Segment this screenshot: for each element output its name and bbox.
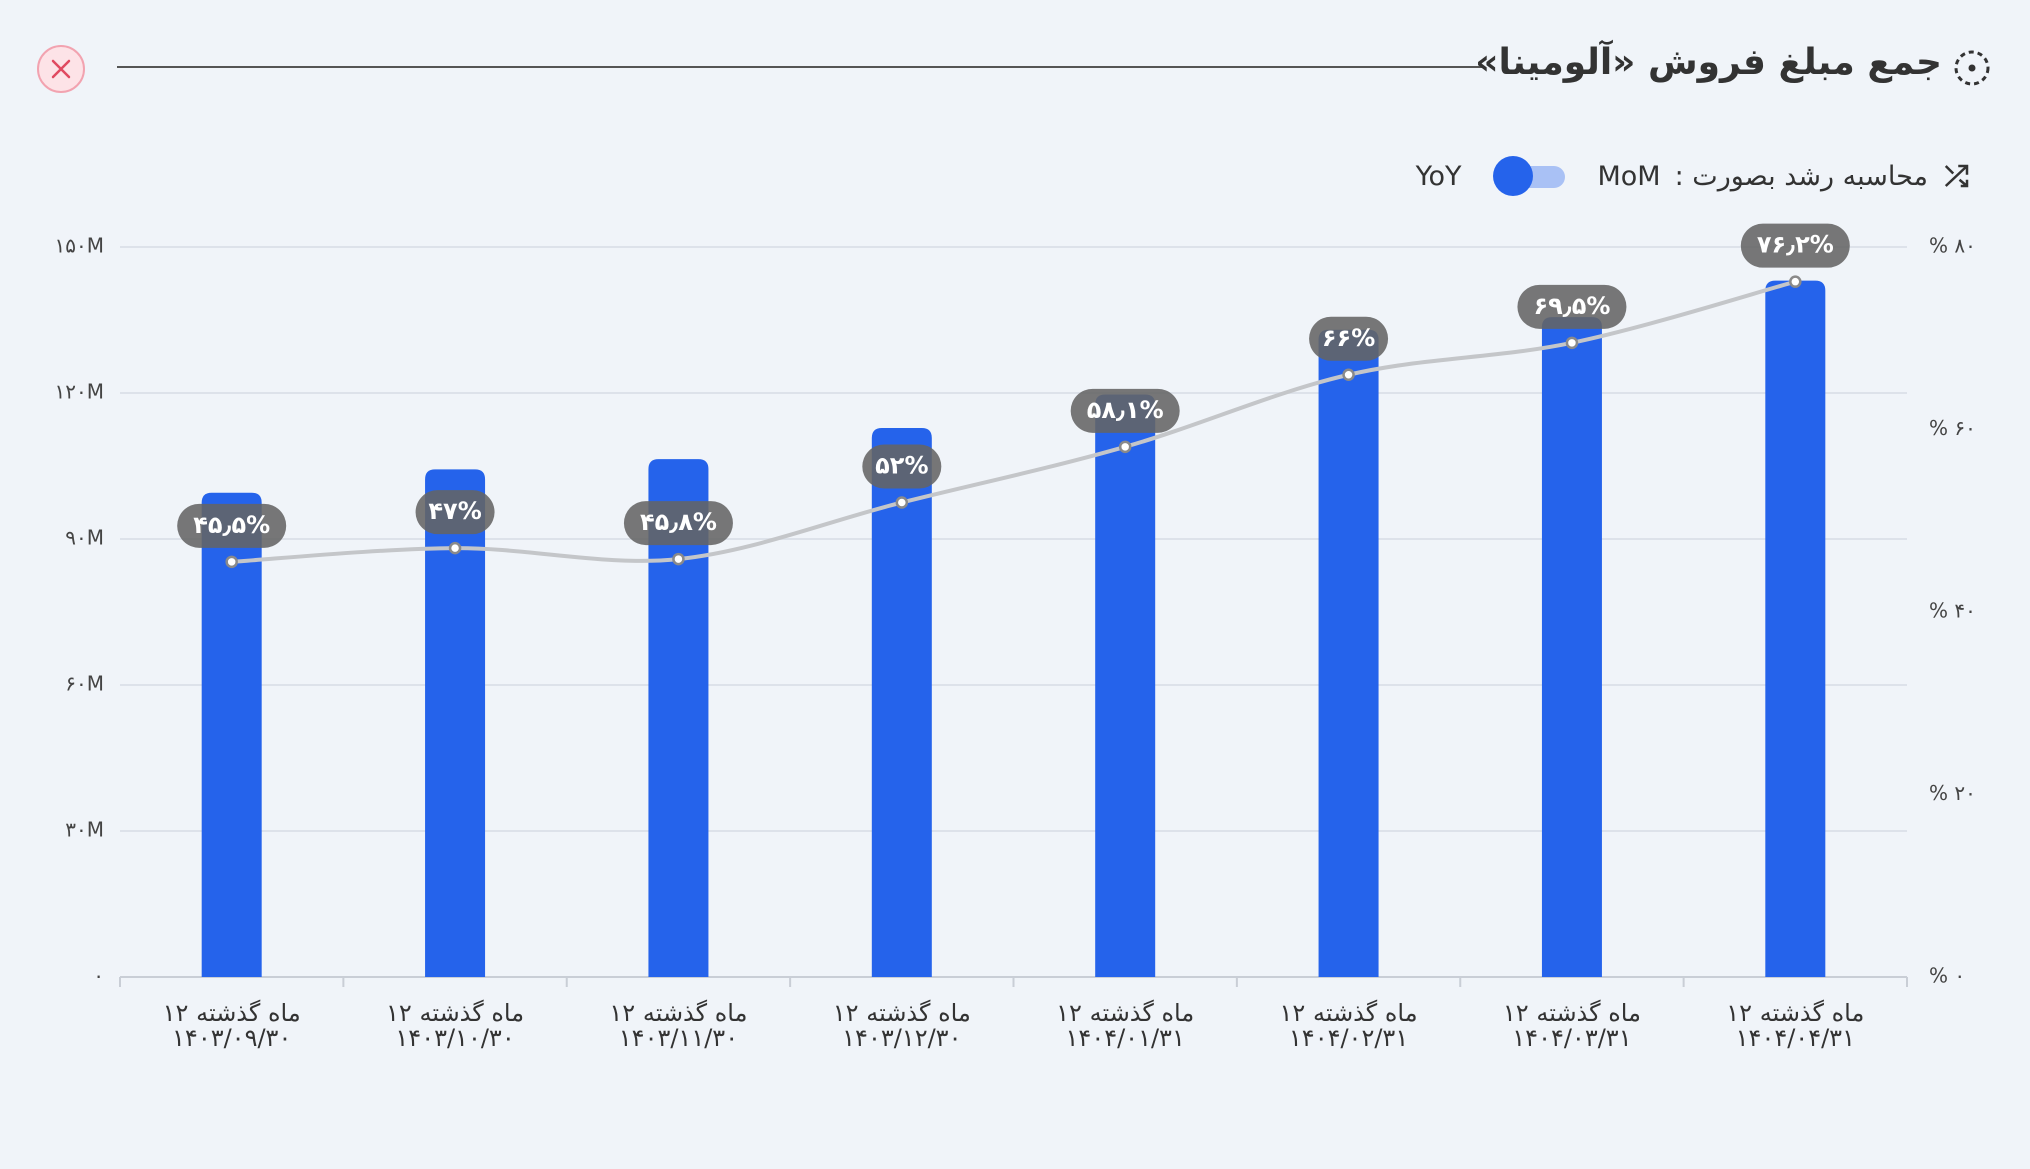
value-label-bg — [1309, 316, 1389, 361]
growth-icon — [1944, 164, 1969, 188]
y2-tick-label: % ۲۰ — [1929, 781, 1976, 805]
value-label: ۴۷% — [428, 497, 481, 525]
bar — [1765, 280, 1826, 978]
point — [448, 541, 462, 555]
x-tick-label: ۱۲ ماه گذشته — [1280, 999, 1418, 1027]
point — [1565, 336, 1579, 350]
x-tick-label: ۱۴۰۴/۰۴/۳۱ — [1736, 1024, 1855, 1052]
value-label-bg — [862, 444, 942, 489]
x-tick-label: ۱۲ ماه گذشته — [1726, 999, 1864, 1027]
growth-toggle-row: محاسبه رشد بصورت : MoM YoY — [1416, 156, 1972, 196]
bar — [871, 428, 932, 977]
y-tick-label: ۳۰M — [65, 818, 104, 842]
y-tick-label: ۹۰M — [65, 526, 104, 550]
y-tick-label: ۶۰M — [65, 672, 104, 696]
value-label: ۶۶% — [1322, 324, 1375, 352]
y-tick-label: ۰ — [93, 964, 104, 988]
point — [1118, 440, 1132, 454]
value-label-bg — [1517, 284, 1627, 329]
y2-tick-label: % ۴۰ — [1929, 599, 1976, 623]
x-tick-label: ۱۲ ماه گذشته — [1056, 999, 1194, 1027]
y-tick-label: ۱۵۰M — [55, 234, 104, 258]
toggle-option[interactable]: MoM — [1597, 160, 1661, 192]
value-label: ۵۸٫۱% — [1087, 396, 1164, 424]
bar — [425, 469, 486, 977]
x-tick-label: ۱۴۰۴/۰۲/۳۱ — [1289, 1024, 1408, 1052]
y-tick-label: ۱۲۰M — [55, 380, 104, 404]
bar — [201, 492, 262, 977]
x-tick-label: ۱۴۰۴/۰۱/۳۱ — [1066, 1024, 1185, 1052]
value-label: ۴۵٫۸% — [640, 508, 717, 536]
bar — [1095, 394, 1156, 978]
value-label-bg — [1740, 223, 1850, 268]
point — [895, 496, 909, 509]
point — [1789, 275, 1802, 288]
y2-tick-label: % ۸۰ — [1929, 234, 1976, 258]
x-tick-label: ۱۴۰۳/۰۹/۳۰ — [172, 1024, 291, 1052]
value-label: ۵۲% — [875, 452, 928, 480]
x-tick-label: ۱۲ ماه گذشته — [833, 999, 971, 1027]
bar — [1541, 317, 1602, 978]
bar — [648, 459, 709, 978]
value-label: ۴۵٫۵% — [193, 511, 270, 539]
title: جمع مبلغ فروش «آلومینا» — [1475, 42, 1942, 83]
x-tick-label: ۱۴۰۴/۰۳/۳۱ — [1512, 1024, 1631, 1052]
value-label-bg — [177, 503, 287, 548]
toggle-switch[interactable] — [1493, 156, 1566, 196]
x-tick-label: ۱۲ ماه گذشته — [163, 999, 301, 1027]
title-icon-dot — [1968, 64, 1976, 72]
value-label-bg — [415, 490, 495, 535]
value-label: ۶۹٫۵% — [1533, 292, 1610, 320]
trend-line — [231, 279, 1796, 564]
x-tick-label: ۱۴۰۳/۱۱/۳۰ — [619, 1024, 738, 1052]
value-label-bg — [1070, 388, 1180, 433]
x-tick-label: ۱۲ ماه گذشته — [609, 999, 747, 1027]
value-label-bg — [623, 501, 733, 546]
x-tick-label: ۱۲ ماه گذشته — [386, 999, 524, 1027]
y2-tick-label: % ۰ — [1929, 964, 1965, 988]
close-button[interactable] — [37, 45, 85, 93]
bar — [1318, 329, 1379, 977]
point — [1342, 368, 1355, 381]
x-tick-label: ۱۴۰۳/۱۰/۳۰ — [395, 1024, 514, 1052]
x-tick-label: ۱۲ ماه گذشته — [1503, 999, 1641, 1027]
title-icon — [1954, 50, 1990, 86]
x-tick-label: ۱۴۰۳/۱۲/۳۰ — [842, 1024, 961, 1052]
point — [672, 552, 685, 566]
toggle-option[interactable]: YoY — [1415, 160, 1462, 192]
value-label: ۷۶٫۲% — [1757, 231, 1834, 259]
toggle-label: محاسبه رشد بصورت : — [1674, 160, 1928, 192]
y2-tick-label: % ۶۰ — [1929, 416, 1976, 440]
point — [225, 555, 238, 569]
